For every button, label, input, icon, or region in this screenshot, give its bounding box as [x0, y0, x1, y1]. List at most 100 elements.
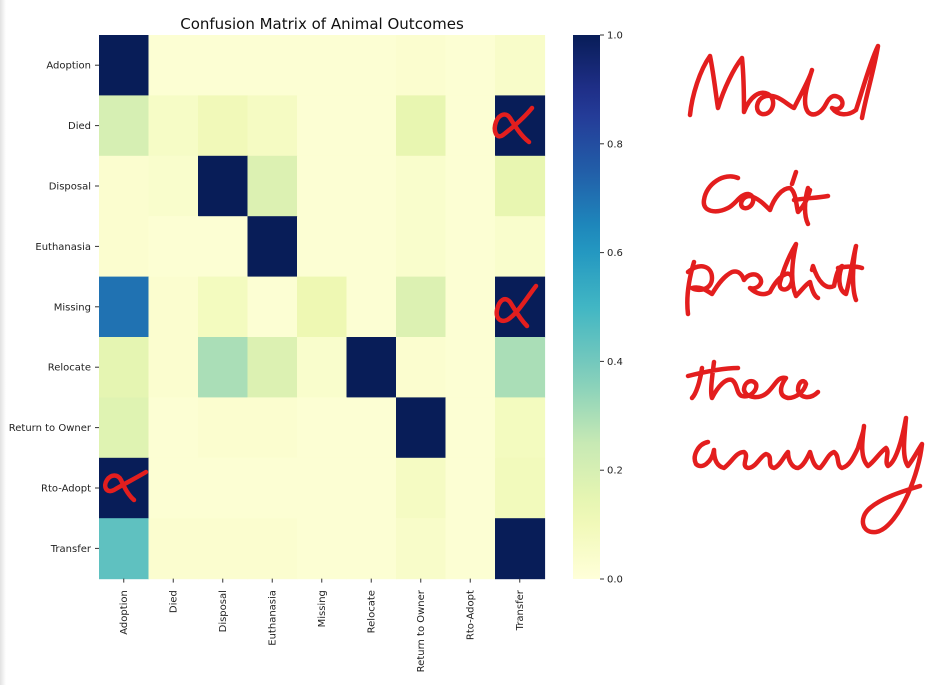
heatmap-cell-2-4 [297, 155, 348, 217]
heatmap-cell-4-6 [396, 276, 447, 338]
heatmap-cell-8-5 [346, 518, 397, 580]
colorbar-tick-label: 0.6 [607, 248, 623, 259]
row-label: Transfer [50, 544, 92, 555]
heatmap-cell-0-5 [346, 35, 397, 96]
heatmap-cell-0-7 [445, 35, 496, 96]
colorbar-tick-label: 1.0 [607, 31, 623, 42]
heatmap-cell-5-3 [247, 337, 298, 398]
heatmap-cell-8-3 [247, 518, 298, 580]
handwritten-model [687, 43, 881, 121]
heatmap-cell-7-3 [247, 457, 298, 519]
heatmap-cell-8-0 [99, 518, 150, 580]
column-label: Missing [317, 590, 328, 627]
heatmap-cell-4-5 [346, 276, 397, 338]
heatmap-cell-3-7 [445, 216, 496, 278]
heatmap-cells [99, 35, 546, 580]
heatmap-cell-7-8 [495, 457, 546, 519]
x-mark-missing-transfer [494, 283, 539, 329]
x-mark-rtoadopt-adoption [103, 469, 149, 503]
heatmap-cell-5-4 [297, 337, 348, 398]
heatmap-cell-0-3 [247, 35, 298, 96]
heatmap-cell-3-1 [148, 216, 199, 278]
handwritten-accurately [692, 415, 925, 535]
colorbar [573, 35, 600, 579]
heatmap-cell-8-8 [495, 518, 546, 580]
heatmap-cell-6-0 [99, 397, 150, 459]
heatmap-cell-2-8 [495, 155, 546, 217]
heatmap-cell-5-8 [495, 337, 546, 398]
row-label: Missing [54, 302, 91, 313]
heatmap-cell-3-8 [495, 216, 546, 278]
heatmap-cell-8-2 [198, 518, 249, 580]
heatmap-cell-6-8 [495, 397, 546, 459]
column-label: Adoption [119, 590, 130, 635]
row-label: Rto-Adopt [41, 484, 91, 495]
heatmap-cell-6-6 [396, 397, 447, 459]
heatmap-cell-0-2 [198, 35, 249, 96]
colorbar-tick-label: 0.2 [607, 466, 623, 477]
heatmap-cell-5-7 [445, 337, 496, 398]
row-label: Euthanasia [35, 242, 91, 253]
heatmap-cell-7-1 [148, 457, 199, 519]
heatmap-cell-3-5 [346, 216, 397, 278]
heatmap-cell-1-5 [346, 95, 397, 157]
column-label: Disposal [218, 590, 229, 632]
row-label: Adoption [46, 61, 91, 72]
column-label: Rto-Adopt [466, 590, 477, 640]
handwritten-predict [685, 241, 865, 317]
colorbar-tick-label: 0.0 [607, 575, 623, 586]
column-label: Transfer [515, 589, 526, 631]
heatmap-cell-8-7 [445, 518, 496, 580]
column-labels: Adoption Died Disposal Euthanasia Missing Rel… [119, 578, 526, 672]
heatmap-cell-4-1 [148, 276, 199, 338]
heatmap-cell-2-0 [99, 155, 150, 217]
heatmap-cell-7-4 [297, 457, 348, 519]
heatmap-cell-6-1 [148, 397, 199, 459]
heatmap-cell-2-1 [148, 155, 199, 217]
heatmap-cell-1-8 [495, 95, 546, 157]
heatmap-cell-0-0 [99, 35, 150, 96]
heatmap-cell-8-6 [396, 518, 447, 580]
row-label: Died [68, 121, 91, 132]
heatmap-cell-6-5 [346, 397, 397, 459]
heatmap-cell-2-6 [396, 155, 447, 217]
heatmap-cell-4-3 [247, 276, 298, 338]
handwritten-annotation [685, 43, 925, 535]
heatmap-cell-7-5 [346, 457, 397, 519]
row-label: Disposal [49, 182, 91, 193]
x-mark-died-transfer [492, 105, 535, 145]
heatmap-cell-2-2 [198, 155, 249, 217]
heatmap-cell-1-4 [297, 95, 348, 157]
heatmap-cell-6-2 [198, 397, 249, 459]
heatmap-cell-1-6 [396, 95, 447, 157]
chart-title: Confusion Matrix of Animal Outcomes [180, 15, 464, 33]
heatmap-cell-0-4 [297, 35, 348, 96]
heatmap-cell-6-7 [445, 397, 496, 459]
row-label: Return to Owner [9, 423, 92, 434]
left-edge-shadow [0, 0, 6, 685]
heatmap-cell-5-2 [198, 337, 249, 398]
heatmap-cell-2-7 [445, 155, 496, 217]
heatmap-cell-6-3 [247, 397, 298, 459]
heatmap-cell-4-4 [297, 276, 348, 338]
heatmap-cell-6-4 [297, 397, 348, 459]
row-label: Relocate [48, 363, 91, 374]
heatmap-cell-3-3 [247, 216, 298, 278]
heatmap-cell-4-0 [99, 276, 150, 338]
colorbar-ticks: 0.0 0.2 0.4 0.6 0.8 1.0 [600, 31, 623, 586]
heatmap-cell-8-4 [297, 518, 348, 580]
heatmap-cell-5-1 [148, 337, 199, 398]
heatmap-cell-5-6 [396, 337, 447, 398]
handwritten-cant [701, 169, 831, 227]
heatmap-cell-7-7 [445, 457, 496, 519]
heatmap-cell-0-6 [396, 35, 447, 96]
heatmap-cell-7-2 [198, 457, 249, 519]
column-label: Euthanasia [268, 590, 279, 646]
heatmap-cell-1-1 [148, 95, 199, 157]
column-label: Relocate [367, 590, 378, 633]
heatmap-cell-5-5 [346, 337, 397, 398]
heatmap-cell-1-7 [445, 95, 496, 157]
heatmap-cell-7-6 [396, 457, 447, 519]
heatmap-cell-0-1 [148, 35, 199, 96]
